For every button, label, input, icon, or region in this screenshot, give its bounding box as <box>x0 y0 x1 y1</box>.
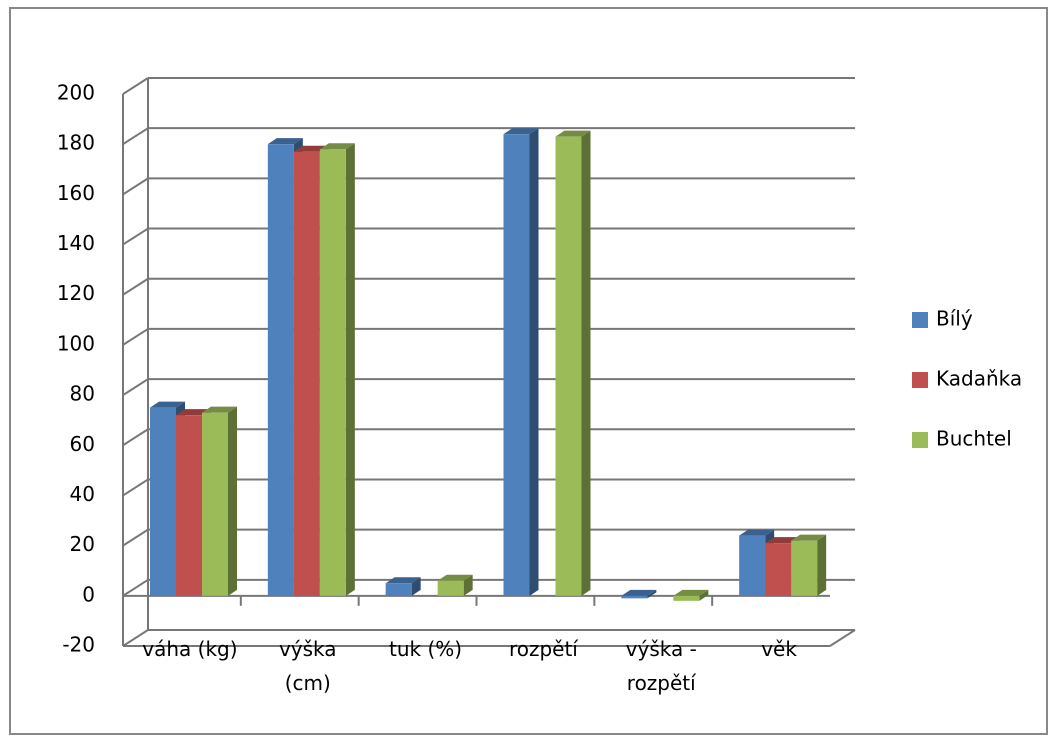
bar-side <box>817 534 827 596</box>
bar-side <box>463 574 473 596</box>
bar <box>293 151 320 596</box>
y-tick-label: 120 <box>57 281 95 305</box>
grid-side <box>122 227 149 246</box>
y-tick-label: 60 <box>70 432 95 456</box>
grid-side <box>122 177 149 196</box>
bar <box>673 595 700 601</box>
bar-top <box>202 406 237 413</box>
y-tick-label: 140 <box>57 231 95 255</box>
grid-side <box>122 328 149 346</box>
bar-side <box>345 143 355 596</box>
x-tick-label: věk <box>761 637 797 661</box>
grid-side <box>122 578 149 597</box>
grid-side <box>122 629 149 647</box>
bar <box>202 412 228 596</box>
bar-side <box>699 589 709 601</box>
bar-top <box>739 529 775 536</box>
bar-top <box>319 143 355 150</box>
grid-side <box>122 428 149 447</box>
grid-side <box>122 378 149 396</box>
y-tick-label: 80 <box>70 382 95 406</box>
bar <box>765 543 792 596</box>
bar <box>621 595 648 599</box>
bar-top <box>621 589 657 596</box>
bar-top <box>503 128 539 135</box>
x-tick-label: výška (cm) <box>278 637 337 695</box>
bar <box>555 136 582 596</box>
legend-label: Bílý <box>936 307 973 331</box>
x-tick-label: výška - rozpětí <box>625 637 697 695</box>
bar <box>437 580 464 596</box>
bar-side <box>228 406 237 596</box>
x-tick-label: tuk (%) <box>389 637 463 661</box>
y-tick-label: 100 <box>57 331 95 355</box>
grid-side <box>122 127 149 146</box>
bar-top <box>437 574 473 581</box>
floor-side <box>829 629 856 647</box>
bar <box>503 134 530 596</box>
bar-top <box>555 130 591 137</box>
bar <box>319 149 346 596</box>
y-tick-label: -20 <box>62 633 95 657</box>
legend-label: Buchtel <box>936 427 1012 451</box>
y-tick-label: 180 <box>57 131 95 155</box>
x-tick-label: váha (kg) <box>142 637 238 661</box>
y-tick-label: 0 <box>82 582 95 606</box>
grid-side <box>122 528 149 547</box>
bar <box>267 144 294 596</box>
y-tick-label: 40 <box>70 482 95 506</box>
bar-side <box>529 128 539 596</box>
bar <box>791 540 818 596</box>
bar-top <box>791 534 827 541</box>
grid-side <box>122 77 149 95</box>
bar <box>739 535 766 596</box>
grid-side <box>122 478 149 497</box>
bar-top <box>150 401 185 408</box>
bar-top <box>385 577 421 584</box>
y-tick-label: 20 <box>70 532 95 556</box>
grid-side <box>122 277 149 296</box>
bar <box>385 583 412 596</box>
bar-side <box>411 577 421 596</box>
bar <box>176 415 202 596</box>
bar <box>150 407 176 596</box>
legend-swatch <box>912 372 928 388</box>
legend-swatch <box>912 312 928 328</box>
y-tick-label: 200 <box>57 81 95 105</box>
y-tick-label: 160 <box>57 181 95 205</box>
bar-top <box>267 138 303 145</box>
legend-swatch <box>912 432 928 448</box>
bar-side <box>581 130 591 596</box>
bar-side <box>647 589 657 599</box>
bar-top <box>673 589 709 596</box>
x-tick-label: rozpětí <box>508 637 578 661</box>
legend-label: Kadaňka <box>936 367 1022 391</box>
